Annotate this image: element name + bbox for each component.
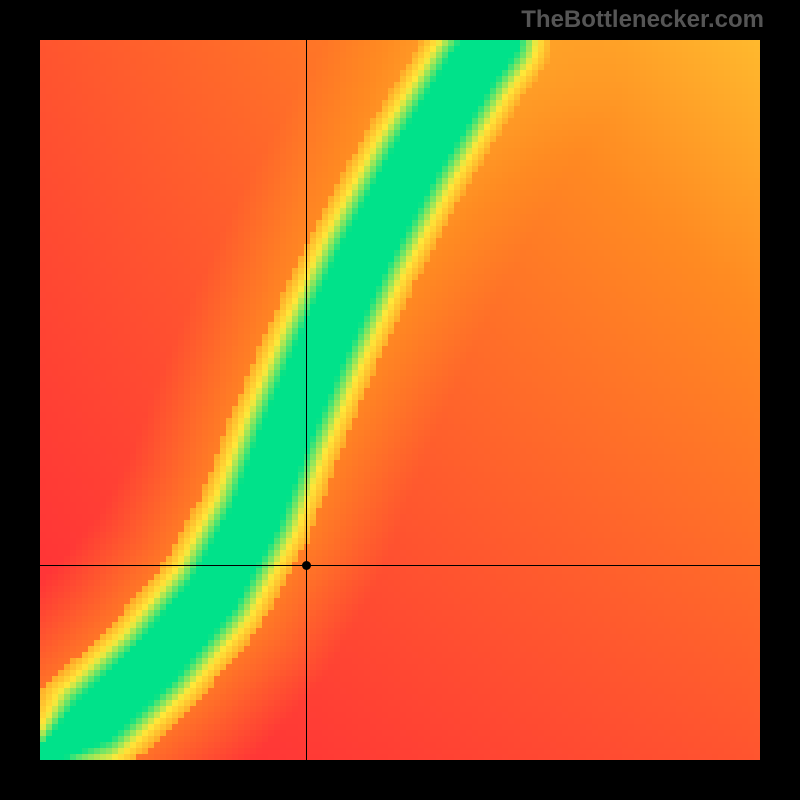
watermark-text: TheBottlenecker.com [521, 6, 764, 34]
chart-container: TheBottlenecker.com [0, 0, 800, 800]
crosshair-horizontal [40, 565, 760, 566]
crosshair-dot [302, 561, 311, 570]
crosshair-vertical [306, 40, 307, 760]
bottleneck-heatmap [40, 40, 760, 760]
